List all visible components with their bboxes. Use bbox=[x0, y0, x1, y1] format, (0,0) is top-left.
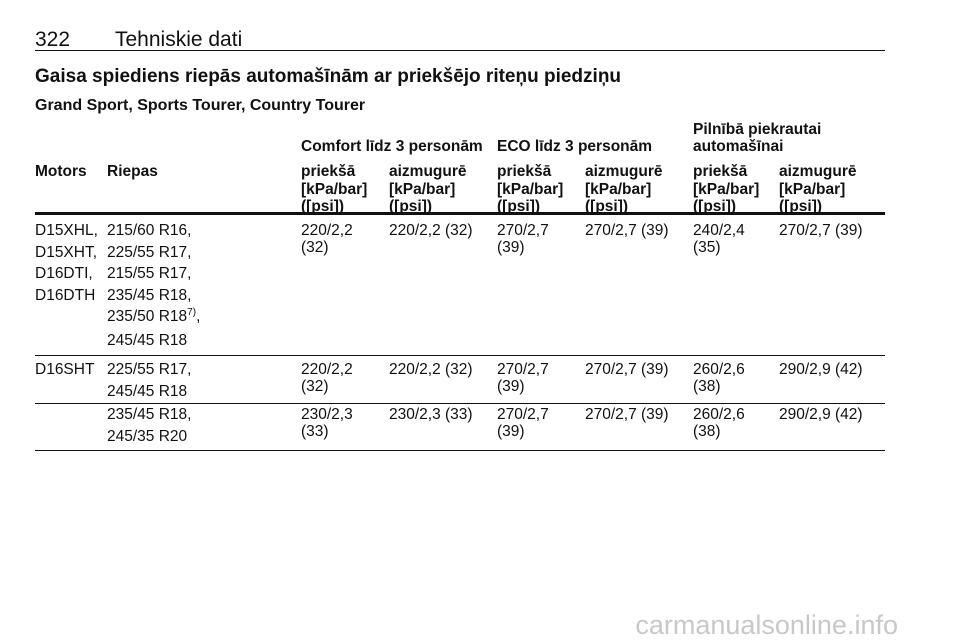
header-rule bbox=[35, 50, 885, 51]
pressure-value: 260/2,6 (38) bbox=[693, 361, 745, 395]
unit-header: [kPa/bar] ([psi]) bbox=[585, 181, 652, 215]
motor: D15XHT, bbox=[35, 243, 98, 261]
pressure-value: 270/2,7 (39) bbox=[779, 222, 863, 239]
pressure-value: 290/2,9 (42) bbox=[779, 406, 863, 423]
column-header: priekšā bbox=[693, 163, 748, 180]
pressure-value: 290/2,9 (42) bbox=[779, 361, 863, 378]
pressure-value: 230/2,3 (33) bbox=[301, 406, 353, 440]
column-header: priekšā bbox=[497, 163, 552, 180]
watermark: carmanualsonline.info bbox=[635, 610, 898, 640]
column-header: Riepas bbox=[107, 163, 158, 180]
motor: D16DTI, bbox=[35, 265, 93, 283]
group-header: Comfort līdz 3 personām bbox=[301, 138, 483, 155]
tire-suffix: , bbox=[196, 308, 201, 326]
unit-header: [kPa/bar] ([psi]) bbox=[389, 181, 456, 215]
row-rule bbox=[35, 450, 885, 451]
pressure-value: 220/2,2 (32) bbox=[389, 222, 473, 239]
column-header: Motors bbox=[35, 163, 87, 180]
row-rule bbox=[35, 403, 885, 404]
unit-header: [kPa/bar] ([psi]) bbox=[497, 181, 564, 215]
pressure-value: 220/2,2 (32) bbox=[301, 361, 353, 395]
motor: D16SHT bbox=[35, 361, 95, 378]
tire: 215/60 R16, bbox=[107, 222, 192, 239]
pressure-value: 230/2,3 (33) bbox=[389, 406, 473, 423]
pressure-value: 220/2,2 (32) bbox=[301, 222, 353, 256]
tire: 235/45 R18, bbox=[107, 406, 192, 423]
pressure-value: 240/2,4 (35) bbox=[693, 222, 745, 256]
column-header: priekšā bbox=[301, 163, 356, 180]
pressure-value: 270/2,7 (39) bbox=[497, 361, 549, 395]
unit-header: [kPa/bar] ([psi]) bbox=[693, 181, 760, 215]
column-header: aizmugurē bbox=[389, 163, 467, 180]
tire: 225/55 R17, bbox=[107, 243, 192, 261]
subtitle: Grand Sport, Sports Tourer, Country Tour… bbox=[35, 97, 366, 114]
page-title: Tehniskie dati bbox=[115, 28, 243, 51]
motor: D15XHL, bbox=[35, 222, 98, 239]
group-header: Pilnībā piekrautai automašīnai bbox=[693, 121, 822, 155]
pressure-value: 270/2,7 (39) bbox=[585, 361, 669, 378]
tire: 245/45 R18 bbox=[107, 382, 188, 400]
tire: 245/35 R20 bbox=[107, 427, 188, 445]
header-rule bbox=[35, 212, 885, 215]
column-header: aizmugurē bbox=[779, 163, 857, 180]
tire: 235/50 R187), bbox=[107, 307, 201, 326]
tire: 245/45 R18 bbox=[107, 331, 188, 349]
pressure-value: 270/2,7 (39) bbox=[585, 406, 669, 423]
column-header: aizmugurē bbox=[585, 163, 663, 180]
group-header: ECO līdz 3 personām bbox=[497, 138, 653, 155]
tire: 235/45 R18, bbox=[107, 286, 192, 304]
pressure-value: 270/2,7 (39) bbox=[497, 222, 549, 256]
unit-header: [kPa/bar] ([psi]) bbox=[301, 181, 368, 215]
section-title: Gaisa spiediens riepās automašīnām ar pr… bbox=[35, 66, 622, 87]
pressure-value: 260/2,6 (38) bbox=[693, 406, 745, 440]
motor: D16DTH bbox=[35, 286, 96, 304]
tire: 215/55 R17, bbox=[107, 265, 192, 283]
page-number: 322 bbox=[35, 28, 71, 51]
footnote-ref: 7) bbox=[187, 307, 197, 319]
pressure-value: 270/2,7 (39) bbox=[585, 222, 669, 239]
unit-header: [kPa/bar] ([psi]) bbox=[779, 181, 846, 215]
tire-text: 235/50 R18 bbox=[107, 308, 188, 326]
row-rule bbox=[35, 355, 885, 356]
pressure-value: 270/2,7 (39) bbox=[497, 406, 549, 440]
pressure-value: 220/2,2 (32) bbox=[389, 361, 473, 378]
tire: 225/55 R17, bbox=[107, 361, 192, 378]
